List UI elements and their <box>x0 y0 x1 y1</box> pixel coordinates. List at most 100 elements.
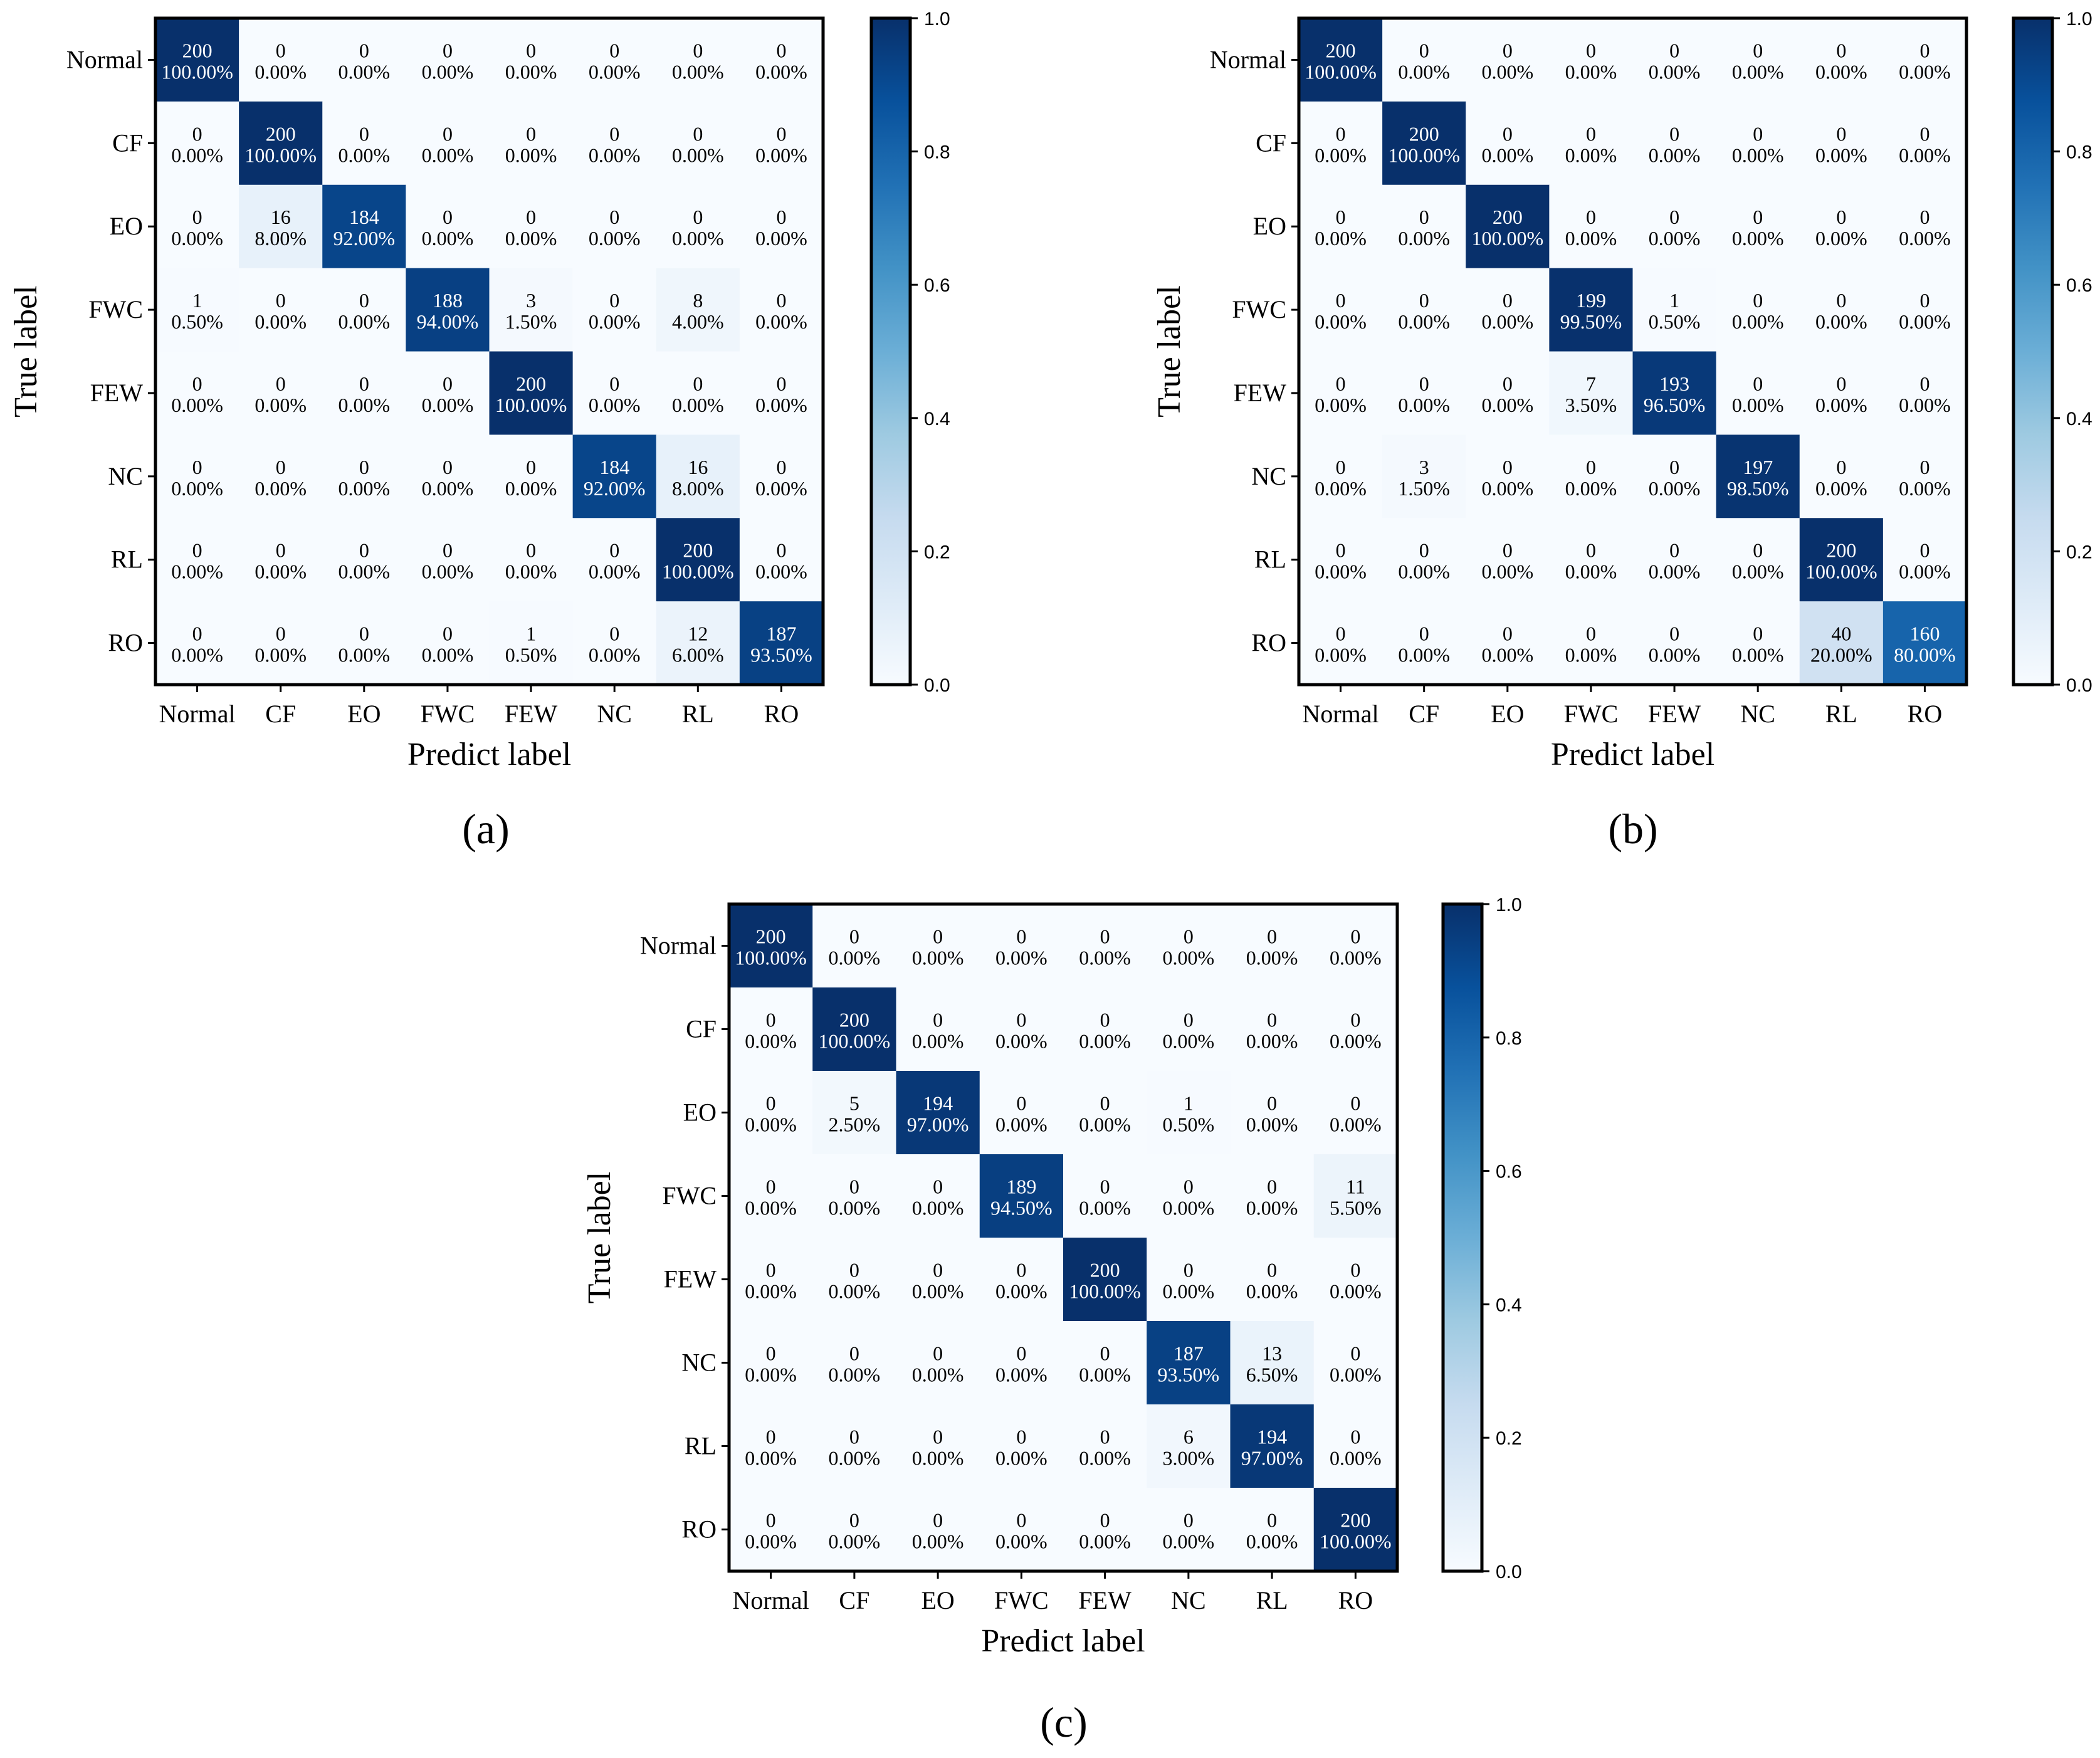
cell-count-label: 40 <box>1831 623 1851 645</box>
cell-count-label: 1 <box>526 623 536 645</box>
heatmap-cell <box>1799 101 1884 186</box>
heatmap-cell <box>1382 434 1466 518</box>
cell-count-label: 0 <box>1267 1176 1277 1198</box>
cell-percent-label: 0.00% <box>745 1030 797 1053</box>
heatmap-cell <box>239 601 323 685</box>
cell-percent-label: 0.00% <box>1398 394 1450 416</box>
cell-count-label: 0 <box>1836 206 1846 228</box>
cell-count-label: 0 <box>1836 39 1846 61</box>
heatmap-cell <box>239 351 323 435</box>
heatmap-cell <box>1799 18 1884 102</box>
heatmap-cell <box>1230 1404 1315 1488</box>
heatmap-cell <box>1313 1238 1398 1322</box>
cell-count-label: 0 <box>1350 1009 1360 1031</box>
heatmap-cell <box>739 434 824 518</box>
cell-count-label: 184 <box>349 206 379 228</box>
cell-percent-label: 0.00% <box>995 1280 1047 1303</box>
heatmap-cell <box>1882 18 1967 102</box>
heatmap-cell <box>656 184 740 269</box>
cell-percent-label: 80.00% <box>1894 644 1956 666</box>
cell-count-label: 0 <box>693 122 703 145</box>
colorbar-tick-label: 0.0 <box>1496 1562 1522 1582</box>
heatmap-cell <box>1466 518 1550 602</box>
cell-percent-label: 0.00% <box>1649 644 1701 666</box>
cell-count-label: 0 <box>1586 206 1596 228</box>
cell-percent-label: 0.00% <box>912 947 964 969</box>
heatmap-cell <box>322 434 406 518</box>
heatmap-cell <box>1549 18 1634 102</box>
heatmap-cell <box>1882 351 1967 435</box>
cell-count-label: 0 <box>1100 1342 1110 1365</box>
cell-percent-label: 0.00% <box>755 394 807 416</box>
cell-percent-label: 0.00% <box>1899 561 1951 583</box>
cell-count-label: 0 <box>1669 456 1679 478</box>
cell-percent-label: 0.00% <box>672 227 724 250</box>
heatmap-cell <box>1230 1154 1315 1238</box>
cell-percent-label: 0.00% <box>589 227 641 250</box>
x-tick-label: RL <box>1825 700 1857 728</box>
heatmap-cell <box>1466 268 1550 352</box>
heatmap-cell <box>656 351 740 435</box>
colorbar-tick-label: 0.2 <box>2066 542 2092 562</box>
cell-count-label: 0 <box>276 456 286 478</box>
cell-percent-label: 0.00% <box>1565 477 1617 500</box>
cell-count-label: 0 <box>609 289 619 312</box>
cell-percent-label: 0.00% <box>1246 1113 1298 1136</box>
heatmap-cell <box>739 268 824 352</box>
cell-count-label: 0 <box>1503 372 1513 395</box>
heatmap-cell <box>1716 351 1800 435</box>
cell-percent-label: 100.00% <box>735 947 807 969</box>
cell-count-label: 200 <box>756 925 786 948</box>
heatmap-cell <box>1382 518 1466 602</box>
cell-count-label: 0 <box>1669 539 1679 562</box>
heatmap-cell <box>979 1488 1064 1572</box>
x-axis-title: Predict label <box>1551 737 1714 772</box>
heatmap-cell <box>1230 1071 1315 1155</box>
heatmap-cell <box>812 1321 897 1405</box>
heatmap-cell <box>1549 101 1634 186</box>
cell-count-label: 0 <box>1016 1509 1026 1532</box>
cell-count-label: 0 <box>359 456 369 478</box>
plot-frame <box>727 902 1399 1573</box>
cell-count-label: 189 <box>1006 1176 1036 1198</box>
cell-percent-label: 0.00% <box>745 1280 797 1303</box>
heatmap-cell <box>322 351 406 435</box>
heatmap-cell <box>1632 101 1717 186</box>
cell-count-label: 187 <box>1173 1342 1204 1365</box>
cell-count-label: 0 <box>1919 456 1929 478</box>
heatmap-cell <box>239 18 323 102</box>
cell-count-label: 0 <box>1503 289 1513 312</box>
heatmap-cell <box>896 1238 980 1322</box>
heatmap-cell <box>1230 1238 1315 1322</box>
cell-count-label: 0 <box>1184 1176 1194 1198</box>
heatmap-cell <box>739 518 824 602</box>
heatmap-cell <box>572 518 657 602</box>
cell-percent-label: 100.00% <box>1305 60 1377 83</box>
heatmap-cell <box>489 601 574 685</box>
cell-count-label: 0 <box>693 372 703 395</box>
heatmap-cell <box>1313 1154 1398 1238</box>
cell-count-label: 0 <box>766 1426 776 1448</box>
heatmap-cell <box>656 18 740 102</box>
x-tick-label: RL <box>682 700 714 728</box>
cell-percent-label: 0.00% <box>1315 477 1367 500</box>
heatmap-cell <box>155 268 239 352</box>
heatmap-cell <box>1549 184 1634 269</box>
cell-percent-label: 0.50% <box>171 310 223 333</box>
y-axis-title: True label <box>8 285 44 417</box>
cell-count-label: 1 <box>192 289 202 312</box>
cell-percent-label: 100.00% <box>161 60 233 83</box>
cell-count-label: 0 <box>1336 456 1346 478</box>
cell-count-label: 0 <box>443 623 453 645</box>
cell-count-label: 1 <box>1184 1092 1194 1115</box>
y-tick-label: FEW <box>90 379 144 407</box>
heatmap-cell <box>1299 18 1383 102</box>
cell-count-label: 0 <box>1586 456 1596 478</box>
cell-percent-label: 93.50% <box>1158 1364 1220 1386</box>
cell-percent-label: 0.00% <box>1732 60 1784 83</box>
cell-percent-label: 0.00% <box>422 644 474 666</box>
cell-count-label: 0 <box>1350 1259 1360 1282</box>
cell-count-label: 0 <box>766 1259 776 1282</box>
y-tick-label: Normal <box>1210 45 1286 73</box>
heatmap-cell <box>1230 1488 1315 1572</box>
